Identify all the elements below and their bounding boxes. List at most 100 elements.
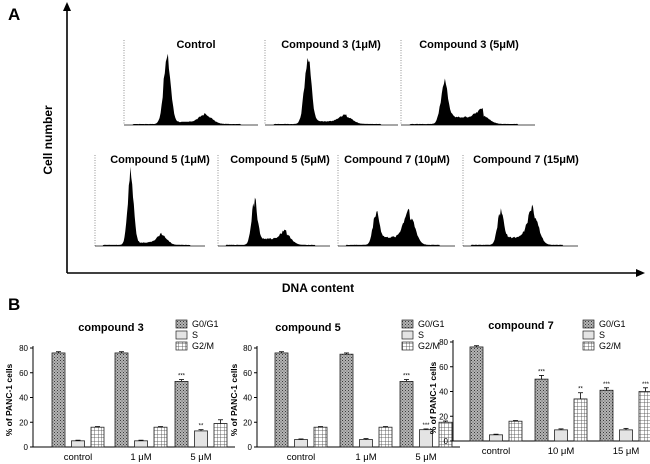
y-tick-label: 0	[248, 443, 253, 452]
bar-s	[294, 439, 308, 448]
histogram-compound7-15um: Compound 7 (15μM)	[462, 154, 579, 247]
histogram-title: Compound 5 (1μM)	[110, 154, 210, 166]
bar-s	[554, 429, 568, 442]
bar-g0g1	[274, 352, 289, 448]
bar-chart-compound-5: compound 5 % of PANC-1 cells 0 20 40 60 80 co…	[229, 319, 460, 463]
bar-g0g1	[399, 381, 414, 448]
bar-g0g1	[51, 352, 66, 448]
x-axis-arrow-icon	[636, 269, 645, 277]
x-tick-label: 1 μM	[355, 452, 376, 463]
y-tick-label: 20	[19, 418, 28, 427]
bar-g0g1	[534, 378, 549, 442]
bar-g2m	[573, 398, 588, 442]
legend-label: G0/G1	[599, 319, 626, 329]
histogram-title: Compound 7 (10μM)	[344, 154, 450, 166]
significance-marker: ***	[422, 423, 430, 429]
y-axis-label: % of PANC-1 cells	[428, 361, 438, 434]
histogram-profile	[342, 208, 451, 246]
legend-label: G2/M	[599, 341, 621, 351]
bar-g2m	[313, 426, 328, 448]
y-axis-label: % of PANC-1 cells	[4, 363, 14, 436]
histogram-profile	[128, 53, 254, 125]
x-axis-label: DNA content	[282, 281, 354, 295]
y-tick-label: 40	[19, 394, 28, 403]
bar-g0g1	[174, 381, 189, 448]
significance-marker: ***	[642, 382, 650, 388]
legend-label: G2/M	[192, 341, 214, 351]
significance-marker: **	[199, 424, 204, 430]
y-tick-label: 0	[444, 437, 449, 446]
bar-chart-compound-3: compound 3 % of PANC-1 cells 0 20 40 60 80 co…	[4, 319, 235, 463]
histogram-compound3-5um: Compound 3 (5μM)	[400, 39, 535, 126]
significance-marker: ***	[178, 374, 186, 380]
chart-title: compound 7	[488, 320, 553, 332]
legend-label: S	[599, 330, 605, 340]
histogram-compound5-5um: Compound 5 (5μM)	[217, 154, 330, 247]
histogram-title: Compound 3 (5μM)	[419, 39, 519, 51]
y-tick-label: 80	[243, 344, 252, 353]
x-tick-label: 5 μM	[190, 452, 211, 463]
legend-label: G0/G1	[192, 319, 219, 329]
legend-label: G0/G1	[418, 319, 445, 329]
bar-g2m	[638, 391, 650, 442]
bar-chart-compound-7: compound 7 % of PANC-1 cells 0 20 40 60 80 co…	[428, 319, 650, 457]
histogram-profile	[405, 78, 531, 125]
legend-swatch-s	[582, 330, 595, 340]
histogram-profile	[222, 197, 326, 246]
legend-swatch-g2m	[175, 341, 188, 351]
significance-marker: ***	[403, 374, 411, 380]
histogram-profile	[467, 204, 574, 246]
bar-g2m	[508, 420, 523, 442]
legend-label: S	[418, 330, 424, 340]
histogram-compound3-1um: Compound 3 (1μM)	[264, 39, 398, 126]
legend-swatch-g2m	[582, 341, 595, 351]
bar-g2m	[153, 426, 168, 448]
legend-swatch-g0g1	[175, 319, 188, 329]
y-tick-label: 80	[19, 344, 28, 353]
histogram-profile	[99, 166, 201, 246]
panel-a-letter: A	[8, 5, 20, 24]
legend-label: S	[192, 330, 198, 340]
histogram-compound5-1um: Compound 5 (1μM)	[94, 154, 210, 247]
bar-g0g1	[599, 389, 614, 442]
y-tick-label: 80	[439, 338, 448, 347]
legend-swatch-s	[175, 330, 188, 340]
bar-g2m	[90, 426, 105, 448]
histogram-profile	[269, 58, 394, 125]
y-tick-label: 20	[243, 418, 252, 427]
x-tick-label: 5 μM	[415, 452, 436, 463]
bar-g0g1	[114, 352, 129, 448]
x-tick-label: control	[482, 446, 511, 457]
bar-s	[619, 429, 633, 442]
bar-s	[489, 434, 503, 442]
legend-label: G2/M	[418, 341, 440, 351]
histogram-title: Compound 3 (1μM)	[281, 39, 381, 51]
bar-s	[71, 440, 85, 448]
bar-s	[194, 430, 208, 448]
bar-g0g1	[469, 346, 484, 442]
histogram-control: Control	[123, 39, 258, 126]
bar-s	[359, 439, 373, 448]
bar-g2m	[378, 426, 393, 448]
y-axis-arrow-icon	[63, 2, 71, 11]
bar-s	[134, 440, 148, 448]
y-tick-label: 40	[243, 394, 252, 403]
y-tick-label: 60	[19, 369, 28, 378]
x-tick-label: control	[64, 452, 93, 463]
bar-g0g1	[339, 353, 354, 448]
chart-title: compound 5	[275, 322, 340, 334]
y-tick-label: 0	[24, 443, 29, 452]
legend-swatch-g2m	[401, 341, 414, 351]
bar-g2m	[213, 423, 228, 448]
x-tick-label: 1 μM	[130, 452, 151, 463]
histogram-title: Control	[176, 39, 215, 51]
histogram-title: Compound 5 (5μM)	[230, 154, 330, 166]
x-tick-label: control	[287, 452, 316, 463]
histogram-title: Compound 7 (15μM)	[473, 154, 579, 166]
chart-title: compound 3	[78, 322, 143, 334]
x-tick-label: 15 μM	[613, 446, 640, 457]
significance-marker: **	[578, 387, 583, 393]
